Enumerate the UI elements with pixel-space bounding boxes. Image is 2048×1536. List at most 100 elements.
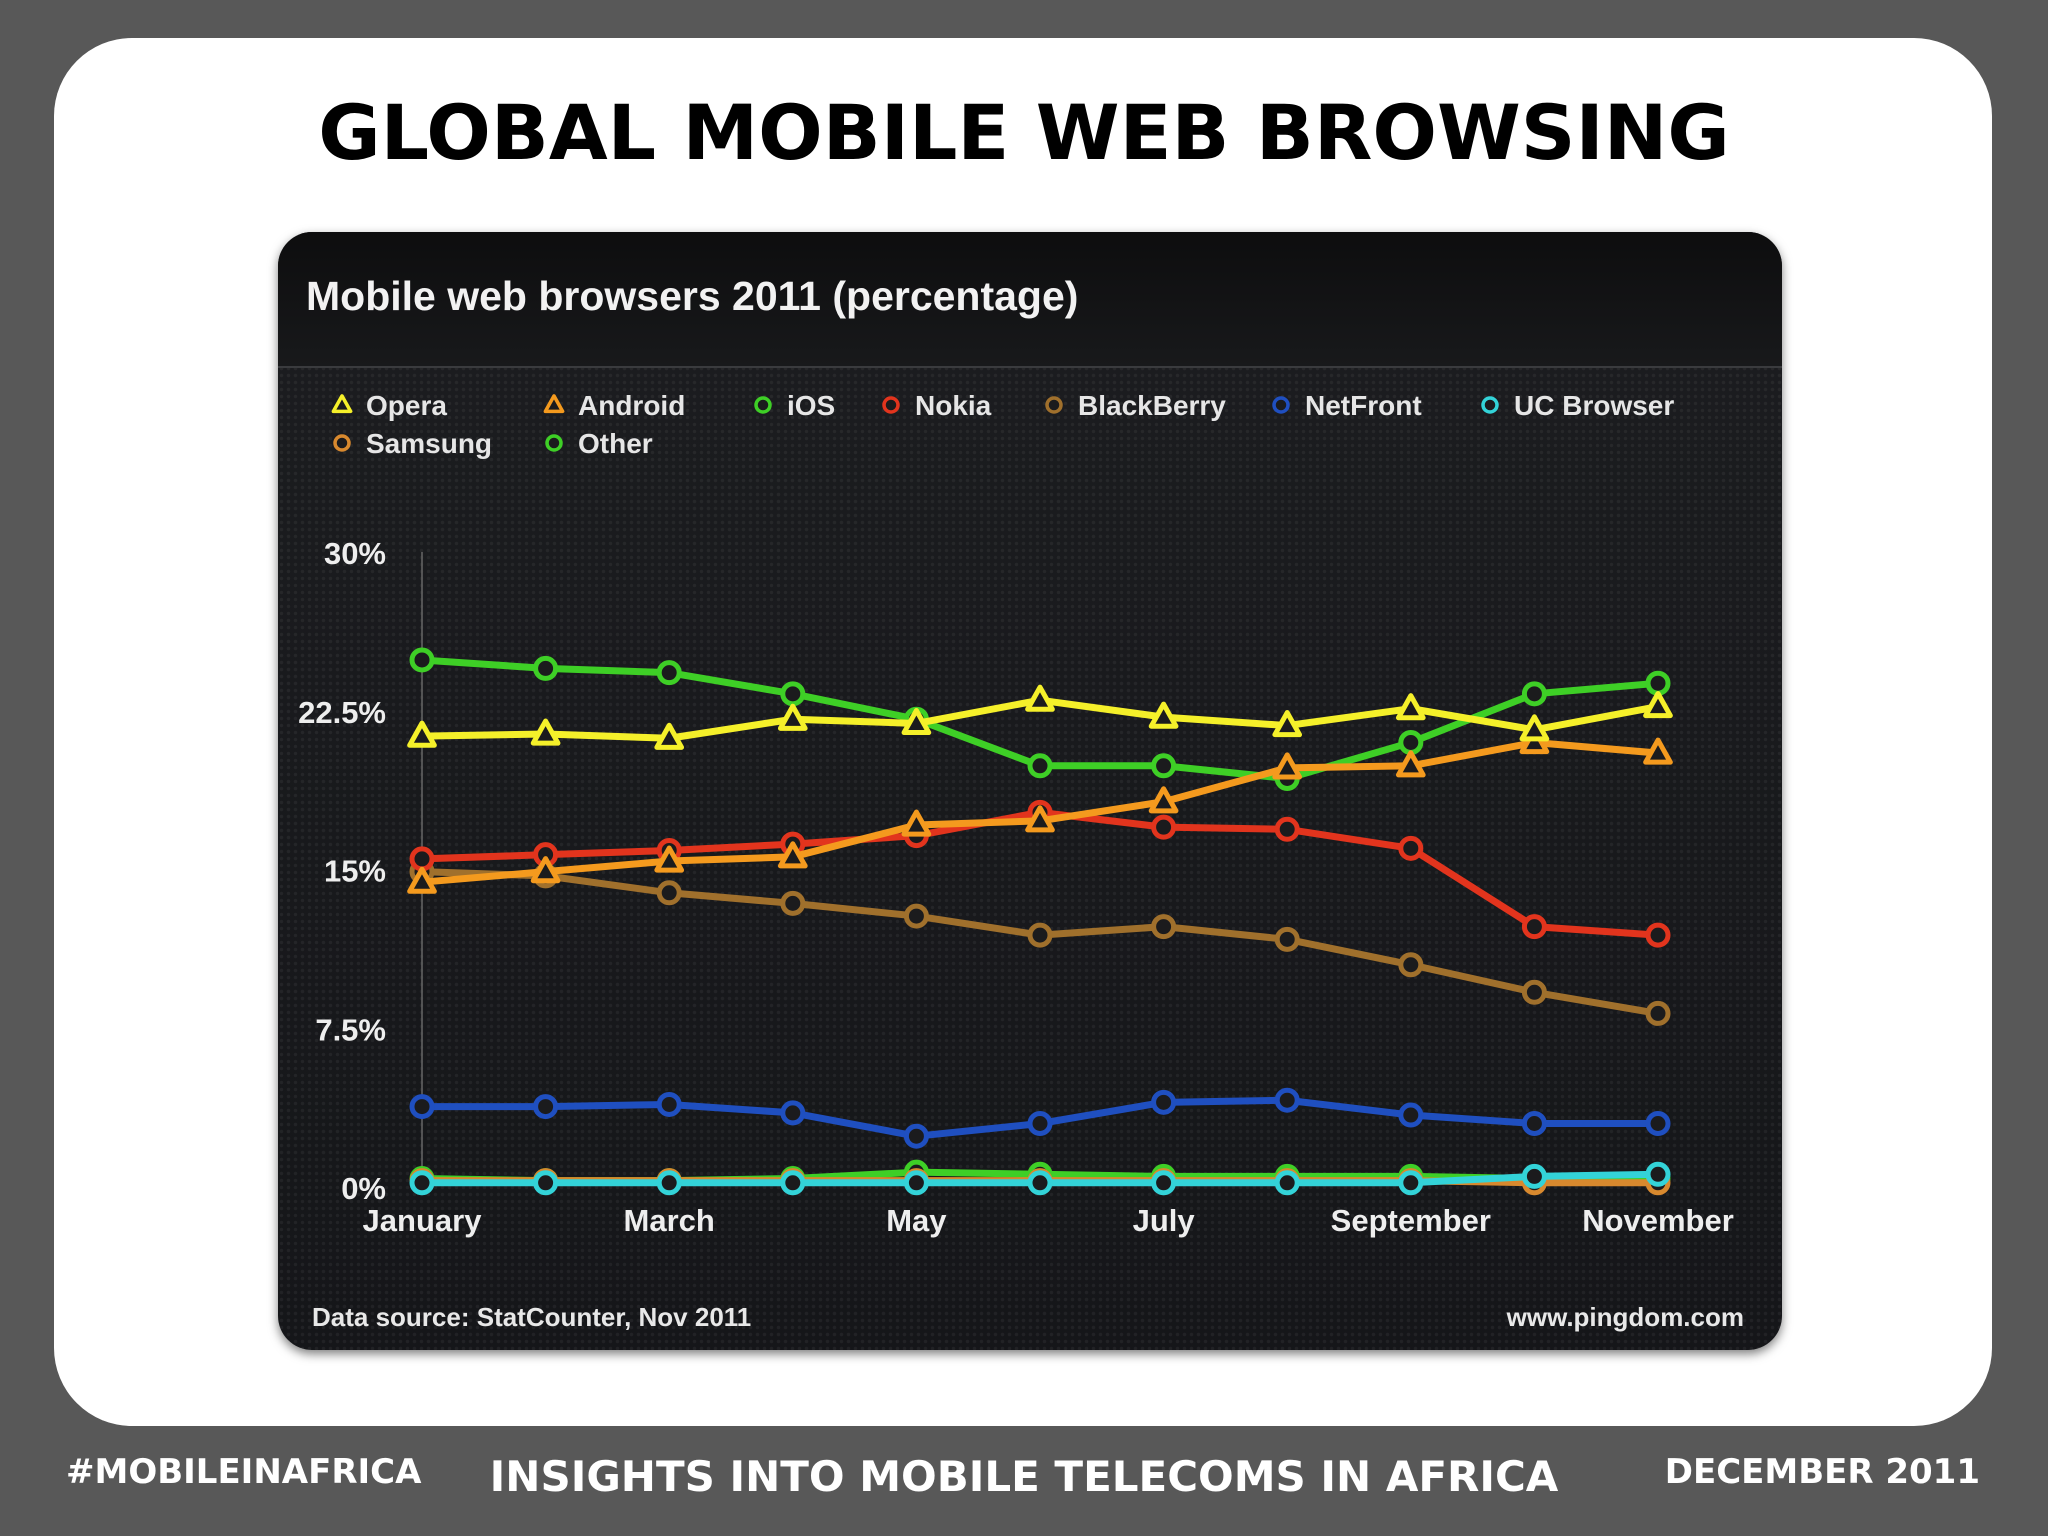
data-point-uc-browser-8 [1274,1170,1300,1196]
data-point-ios-11 [1645,670,1671,696]
data-point-ios-3 [656,660,682,686]
data-source: Data source: StatCounter, Nov 2011 [312,1302,751,1332]
legend-label-other: Other [578,428,653,459]
data-point-nokia-1 [409,846,435,872]
chart-card: Mobile web browsers 2011 (percentage) 0% 7… [278,232,1782,1350]
data-point-opera-1 [407,720,437,748]
x-tick-label-january: January [363,1203,483,1238]
legend-label-blackberry: BlackBerry [1078,390,1226,421]
y-tick-label-7-5: 7.5% [315,1012,386,1047]
data-point-nokia-10 [1521,914,1547,940]
data-point-ios-9 [1398,730,1424,755]
data-point-opera-4 [777,703,808,731]
data-point-opera-8 [1272,710,1303,738]
data-point-android-9 [1395,750,1426,778]
data-point-blackberry-9 [1398,952,1424,978]
data-point-opera-9 [1395,693,1426,721]
data-point-blackberry-6 [1027,922,1053,948]
legend-label-opera: Opera [366,390,447,421]
data-point-opera-6 [1025,684,1055,712]
footer-date: DECEMBER 2011 [1664,1452,1980,1492]
y-tick-label-0: 0% [341,1171,386,1206]
data-point-blackberry-11 [1645,1000,1671,1026]
data-point-uc-browser-11 [1645,1161,1671,1187]
data-point-netfront-11 [1645,1111,1671,1136]
slide-title: GLOBAL MOBILE WEB BROWSING [318,88,1730,177]
data-point-android-2 [530,856,561,884]
data-point-opera-3 [654,722,685,750]
line-chart: Mobile web browsers 2011 (percentage) 0% 7… [298,273,1744,1332]
data-point-netfront-4 [780,1100,806,1126]
data-point-android-8 [1272,752,1303,780]
data-point-netfront-3 [656,1091,682,1117]
data-point-uc-browser-2 [533,1170,559,1196]
legend-label-samsung: Samsung [366,428,492,459]
data-point-uc-browser-10 [1521,1163,1547,1189]
data-point-android-3 [654,845,685,873]
x-tick-label-march: March [624,1203,715,1238]
legend-label-ios: iOS [787,390,835,421]
data-point-netfront-10 [1521,1111,1547,1136]
data-point-ios-4 [780,681,806,707]
data-point-netfront-7 [1151,1089,1177,1115]
data-point-blackberry-7 [1151,914,1177,940]
data-point-uc-browser-3 [656,1170,682,1196]
data-point-blackberry-3 [656,880,682,906]
data-point-blackberry-8 [1274,926,1300,952]
legend-marker-opera [331,394,353,414]
data-point-blackberry-4 [780,890,806,916]
x-tick-label-november: November [1582,1203,1734,1238]
legend-label-netfront: NetFront [1305,390,1422,421]
data-point-ios-10 [1521,681,1547,707]
legend-marker-blackberry [1045,396,1063,414]
data-point-netfront-2 [533,1094,559,1120]
data-point-ios-7 [1151,753,1177,779]
data-point-opera-10 [1519,714,1550,742]
data-point-netfront-1 [409,1094,435,1120]
data-point-android-6 [1025,805,1055,833]
chart-credit: www.pingdom.com [1506,1302,1744,1332]
data-point-uc-browser-6 [1027,1170,1053,1196]
data-point-uc-browser-9 [1398,1170,1424,1196]
data-point-uc-browser-1 [409,1170,435,1196]
data-point-nokia-8 [1274,816,1300,842]
data-point-blackberry-5 [903,903,929,929]
y-tick-label-22-5: 22.5% [298,695,386,730]
footer-tagline: INSIGHTS INTO MOBILE TELECOMS IN AFRICA [489,1452,1559,1501]
data-point-uc-browser-5 [903,1170,929,1196]
data-point-android-11 [1643,737,1673,765]
data-point-uc-browser-7 [1151,1170,1177,1196]
legend-marker-netfront [1272,396,1290,414]
x-tick-label-july: July [1133,1203,1196,1238]
data-point-android-1 [407,866,437,894]
data-point-netfront-6 [1027,1111,1053,1136]
chart-header [278,232,1782,368]
data-point-opera-11 [1643,691,1673,719]
data-point-netfront-9 [1398,1102,1424,1128]
y-tick-label-30: 30% [324,536,386,571]
data-point-opera-2 [530,718,561,746]
x-tick-label-september: September [1331,1203,1491,1238]
data-point-ios-1 [409,647,435,673]
footer-hashtag: #MOBILEINAFRICA [66,1452,422,1492]
legend-marker-ios [754,396,772,414]
data-point-nokia-9 [1398,835,1424,861]
legend-label-android: Android [578,390,685,421]
data-point-nokia-7 [1151,814,1177,840]
legend-marker-android [543,394,565,414]
data-point-ios-2 [533,655,559,681]
data-point-opera-5 [901,707,932,736]
data-point-uc-browser-4 [780,1170,806,1196]
legend-marker-uc-browser [1481,396,1499,414]
data-point-android-7 [1148,786,1179,814]
legend-marker-nokia [882,396,900,414]
legend-label-uc-browser: UC Browser [1514,390,1674,421]
data-point-nokia-11 [1645,922,1671,948]
data-point-ios-6 [1027,753,1053,779]
data-point-netfront-5 [903,1123,929,1149]
chart-title: Mobile web browsers 2011 (percentage) [306,273,1078,319]
x-tick-label-may: May [886,1203,947,1238]
legend-label-nokia: Nokia [915,390,992,421]
data-point-android-5 [901,809,932,837]
legend-marker-other [545,434,563,452]
